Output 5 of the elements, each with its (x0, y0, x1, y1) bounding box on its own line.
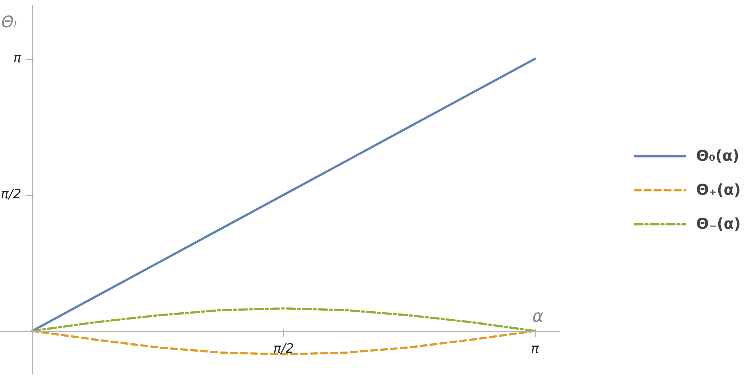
legend-label: Θ₋(α) (696, 214, 741, 232)
x-axis-title: α (532, 307, 544, 328)
legend-label: Θ₀(α) (696, 146, 740, 164)
legend-label: Θ₊(α) (696, 180, 741, 198)
y-axis-title: Θₗ (2, 12, 18, 32)
